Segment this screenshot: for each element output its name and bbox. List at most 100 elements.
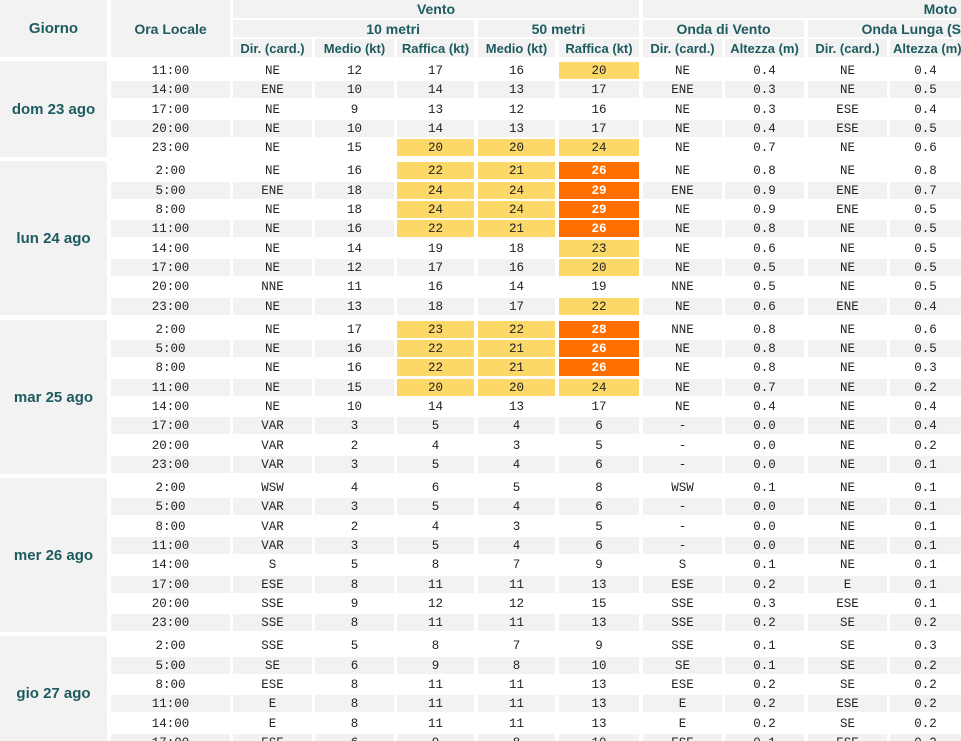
header-time: Ora Locale bbox=[111, 0, 230, 57]
dir-10m-cell: NE bbox=[264, 322, 280, 337]
raffica-10m-cell: 8 bbox=[431, 557, 440, 572]
raffica-50m-cell: 13 bbox=[591, 677, 607, 692]
dir-onda-vento-cell: - bbox=[678, 438, 687, 453]
raffica-10m-cell: 11 bbox=[427, 677, 443, 692]
altezza-onda-vento-cell: 0.0 bbox=[725, 417, 804, 434]
dir-10m-cell: SE bbox=[233, 657, 312, 674]
time-cell: 20:00 bbox=[151, 596, 190, 611]
dir-onda-lunga-cell: ENE bbox=[836, 202, 859, 217]
altezza-onda-vento-cell: 0.8 bbox=[753, 163, 776, 178]
altezza-onda-vento-cell: 0.3 bbox=[725, 81, 804, 98]
raffica-10m-cell: 5 bbox=[397, 498, 474, 515]
dir-10m-cell: ESE bbox=[233, 576, 312, 593]
altezza-onda-vento-cell: 0.2 bbox=[725, 614, 804, 631]
medio-10m-cell: 18 bbox=[346, 202, 362, 217]
time-cell: 2:00 bbox=[155, 480, 186, 495]
medio-50m-cell: 22 bbox=[478, 321, 555, 338]
time-cell: 20:00 bbox=[151, 438, 190, 453]
dir-10m-cell: SSE bbox=[233, 614, 312, 631]
medio-10m-cell: 8 bbox=[315, 576, 394, 593]
medio-10m-cell: 10 bbox=[346, 399, 362, 414]
altezza-onda-lunga-cell: 0.5 bbox=[890, 340, 961, 357]
dir-10m-cell: VAR bbox=[261, 438, 284, 453]
dir-onda-lunga-cell: NE bbox=[808, 379, 887, 396]
altezza-onda-lunga-cell: 0.2 bbox=[914, 677, 937, 692]
medio-50m-cell: 20 bbox=[478, 379, 555, 396]
time-cell: 17:00 bbox=[111, 259, 230, 276]
altezza-onda-vento-cell: 0.4 bbox=[753, 63, 776, 78]
dir-onda-lunga-cell: NE bbox=[839, 163, 855, 178]
header-50m: 50 metri bbox=[478, 20, 639, 37]
dir-onda-lunga-cell: NE bbox=[839, 63, 855, 78]
raffica-50m-cell: 13 bbox=[559, 695, 639, 712]
dir-onda-lunga-cell: NE bbox=[839, 279, 855, 294]
altezza-onda-vento-cell: 0.5 bbox=[753, 279, 776, 294]
medio-50m-cell: 16 bbox=[478, 259, 555, 276]
day-label: dom 23 ago bbox=[0, 61, 107, 157]
dir-onda-lunga-cell: NE bbox=[839, 241, 855, 256]
dir-onda-vento-cell: - bbox=[643, 498, 722, 515]
altezza-onda-lunga-cell: 0.4 bbox=[914, 399, 937, 414]
dir-10m-cell: NE bbox=[233, 120, 312, 137]
raffica-10m-cell: 9 bbox=[397, 657, 474, 674]
dir-onda-lunga-cell: NE bbox=[808, 259, 887, 276]
medio-50m-cell: 13 bbox=[508, 399, 524, 414]
dir-onda-vento-cell: E bbox=[678, 716, 687, 731]
dir-onda-lunga-cell: NE bbox=[808, 456, 887, 473]
medio-50m-cell: 20 bbox=[478, 139, 555, 156]
medio-10m-cell: 3 bbox=[315, 537, 394, 554]
raffica-10m-cell: 16 bbox=[427, 279, 443, 294]
dir-10m-cell: NNE bbox=[261, 279, 284, 294]
dir-onda-vento-cell: SE bbox=[643, 657, 722, 674]
altezza-onda-lunga-cell: 0.2 bbox=[890, 657, 961, 674]
dir-onda-lunga-cell: ESE bbox=[808, 734, 887, 741]
dir-onda-vento-cell: NE bbox=[674, 163, 690, 178]
header-altezza-onda-vento: Altezza (m) bbox=[725, 39, 804, 57]
raffica-50m-cell: 17 bbox=[559, 120, 639, 137]
dir-onda-lunga-cell: SE bbox=[839, 638, 855, 653]
dir-10m-cell: ESE bbox=[261, 677, 284, 692]
altezza-onda-lunga-cell: 0.5 bbox=[890, 259, 961, 276]
raffica-10m-cell: 17 bbox=[397, 259, 474, 276]
altezza-onda-lunga-cell: 0.1 bbox=[914, 596, 937, 611]
dir-onda-vento-cell: NE bbox=[674, 140, 690, 155]
medio-50m-cell: 3 bbox=[512, 519, 521, 534]
raffica-50m-cell: 9 bbox=[595, 557, 603, 572]
dir-10m-cell: ENE bbox=[233, 182, 312, 199]
time-cell: 14:00 bbox=[151, 399, 190, 414]
time-cell: 2:00 bbox=[155, 638, 186, 653]
altezza-onda-vento-cell: 0.8 bbox=[725, 220, 804, 237]
medio-10m-cell: 9 bbox=[350, 596, 359, 611]
medio-50m-cell: 4 bbox=[478, 417, 555, 434]
time-cell: 11:00 bbox=[111, 379, 230, 396]
altezza-onda-lunga-cell: 0.1 bbox=[890, 498, 961, 515]
dir-onda-vento-cell: NE bbox=[643, 220, 722, 237]
raffica-50m-cell: 6 bbox=[559, 417, 639, 434]
time-cell: 8:00 bbox=[155, 360, 186, 375]
raffica-50m-cell: 6 bbox=[559, 456, 639, 473]
raffica-10m-cell: 8 bbox=[431, 638, 440, 653]
medio-50m-cell: 24 bbox=[478, 201, 555, 218]
dir-onda-vento-cell: SSE bbox=[671, 638, 694, 653]
dir-onda-vento-cell: SSE bbox=[671, 596, 694, 611]
time-cell: 23:00 bbox=[111, 614, 230, 631]
raffica-10m-cell: 20 bbox=[397, 139, 474, 156]
dir-onda-vento-cell: ESE bbox=[643, 734, 722, 741]
raffica-10m-cell: 19 bbox=[427, 241, 443, 256]
raffica-10m-cell: 24 bbox=[397, 182, 474, 199]
time-cell: 5:00 bbox=[111, 182, 230, 199]
dir-onda-vento-cell: - bbox=[643, 417, 722, 434]
medio-10m-cell: 10 bbox=[315, 120, 394, 137]
header-10m: 10 metri bbox=[233, 20, 474, 37]
dir-onda-lunga-cell: NE bbox=[839, 557, 855, 572]
medio-10m-cell: 12 bbox=[315, 259, 394, 276]
medio-50m-cell: 21 bbox=[478, 220, 555, 237]
dir-10m-cell: VAR bbox=[233, 417, 312, 434]
time-cell: 11:00 bbox=[111, 695, 230, 712]
raffica-10m-cell: 20 bbox=[397, 379, 474, 396]
dir-onda-lunga-cell: NE bbox=[808, 417, 887, 434]
time-cell: 11:00 bbox=[151, 63, 190, 78]
dir-onda-vento-cell: NE bbox=[674, 202, 690, 217]
medio-50m-cell: 11 bbox=[508, 716, 524, 731]
altezza-onda-vento-cell: 0.6 bbox=[753, 241, 776, 256]
